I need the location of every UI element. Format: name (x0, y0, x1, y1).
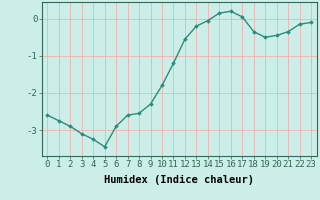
X-axis label: Humidex (Indice chaleur): Humidex (Indice chaleur) (104, 175, 254, 185)
